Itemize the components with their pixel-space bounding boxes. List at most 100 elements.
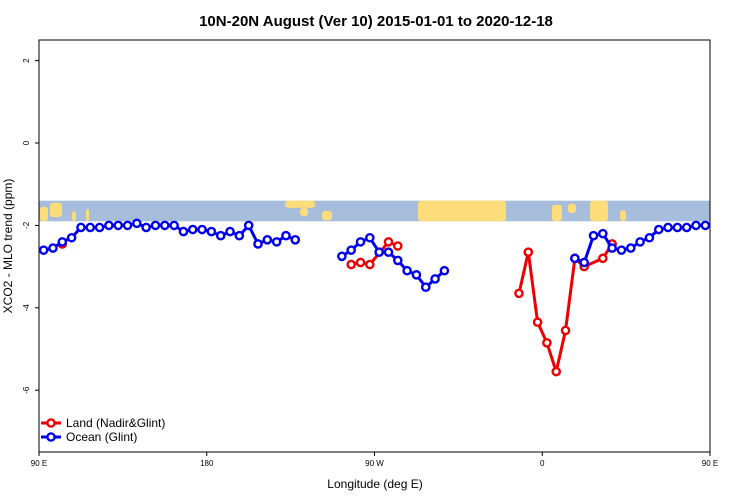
data-point xyxy=(104,220,114,231)
data-point xyxy=(532,317,543,328)
legend-label: Land (Nadir&Glint) xyxy=(66,416,165,430)
map-band-land xyxy=(300,207,308,217)
map-band xyxy=(39,200,710,222)
data-point xyxy=(262,235,273,245)
x-axis-label: Longitude (deg E) xyxy=(327,477,422,491)
data-point xyxy=(635,237,645,247)
data-point xyxy=(215,230,226,241)
data-point xyxy=(76,222,86,233)
data-point xyxy=(281,230,291,241)
map-band-land xyxy=(86,208,89,222)
data-point xyxy=(337,251,347,262)
data-point xyxy=(598,228,608,239)
data-point xyxy=(542,338,552,348)
data-point xyxy=(271,237,282,247)
data-point xyxy=(187,224,198,235)
data-point xyxy=(290,235,301,245)
y-axis: 2 0 -2 -4 -6 xyxy=(22,58,39,394)
series-land xyxy=(57,237,617,377)
series-line xyxy=(517,243,614,374)
y-tick-label: 0 xyxy=(22,140,31,145)
data-point xyxy=(383,237,394,247)
y-tick-label: 2 xyxy=(22,58,31,63)
data-point xyxy=(365,232,375,243)
data-point xyxy=(383,247,394,257)
data-point xyxy=(38,245,49,255)
data-point xyxy=(225,226,235,237)
data-point xyxy=(197,224,207,235)
x-tick-label: 90 W xyxy=(365,459,384,468)
data-point xyxy=(551,366,562,377)
data-point xyxy=(355,257,366,268)
map-band-land xyxy=(322,210,332,221)
legend-marker xyxy=(46,418,56,428)
data-point xyxy=(570,253,580,264)
data-point xyxy=(243,220,254,231)
map-band-ocean xyxy=(39,200,710,222)
data-point xyxy=(365,259,375,270)
data-point xyxy=(420,282,431,293)
map-band-land xyxy=(418,200,506,222)
data-point xyxy=(625,243,636,253)
data-point xyxy=(141,222,151,233)
chart-title: 10N-20N August (Ver 10) 2015-01-01 to 20… xyxy=(199,13,553,30)
y-tick-label: -6 xyxy=(22,386,31,394)
x-tick-label: 90 E xyxy=(31,459,47,468)
data-point xyxy=(48,243,58,253)
y-tick-label: -2 xyxy=(22,221,31,229)
data-point xyxy=(560,325,571,336)
data-point xyxy=(234,230,245,241)
x-tick-label: 180 xyxy=(200,459,214,468)
data-point xyxy=(691,220,701,231)
data-point xyxy=(113,220,124,231)
data-point xyxy=(178,226,189,237)
data-point xyxy=(253,239,263,249)
x-axis: 90 E 180 90 W 0 90 E xyxy=(31,452,718,468)
x-tick-label: 0 xyxy=(540,459,545,468)
data-point xyxy=(663,222,673,233)
data-point xyxy=(411,270,422,280)
map-band-land xyxy=(72,210,76,222)
y-axis-label: XCO2 - MLO trend (ppm) xyxy=(1,179,15,314)
series-layer xyxy=(38,218,711,377)
map-band-land xyxy=(50,202,62,218)
data-point xyxy=(672,222,683,233)
data-point xyxy=(66,232,77,243)
legend-marker xyxy=(46,432,56,442)
legend: Land (Nadir&Glint)Ocean (Glint) xyxy=(41,416,165,444)
data-point xyxy=(402,265,412,276)
data-point xyxy=(57,237,68,247)
data-point xyxy=(346,245,357,255)
data-point xyxy=(169,220,179,231)
x-tick-label: 90 E xyxy=(702,459,718,468)
data-point xyxy=(392,255,403,266)
data-point xyxy=(346,259,357,270)
series-ocean xyxy=(38,218,711,293)
data-point xyxy=(514,288,524,299)
data-point xyxy=(430,274,440,284)
data-point xyxy=(616,245,627,255)
data-point xyxy=(681,222,692,233)
data-point xyxy=(132,218,142,229)
map-band-land xyxy=(620,209,626,222)
data-point xyxy=(374,247,384,257)
map-band-land xyxy=(40,206,48,222)
map-band-land xyxy=(285,200,315,208)
data-point xyxy=(355,237,366,247)
data-point xyxy=(392,241,403,251)
data-point xyxy=(94,222,105,233)
data-point xyxy=(206,226,217,237)
legend-label: Ocean (Glint) xyxy=(66,430,137,444)
data-point xyxy=(579,257,589,268)
data-point xyxy=(700,220,711,231)
data-point xyxy=(607,243,617,253)
data-point xyxy=(439,265,450,276)
data-point xyxy=(523,247,534,257)
map-band-land xyxy=(590,200,608,222)
data-point xyxy=(644,232,655,243)
data-point xyxy=(150,220,161,231)
map-band-land xyxy=(568,203,576,214)
data-point xyxy=(160,220,170,231)
data-point xyxy=(588,230,599,241)
